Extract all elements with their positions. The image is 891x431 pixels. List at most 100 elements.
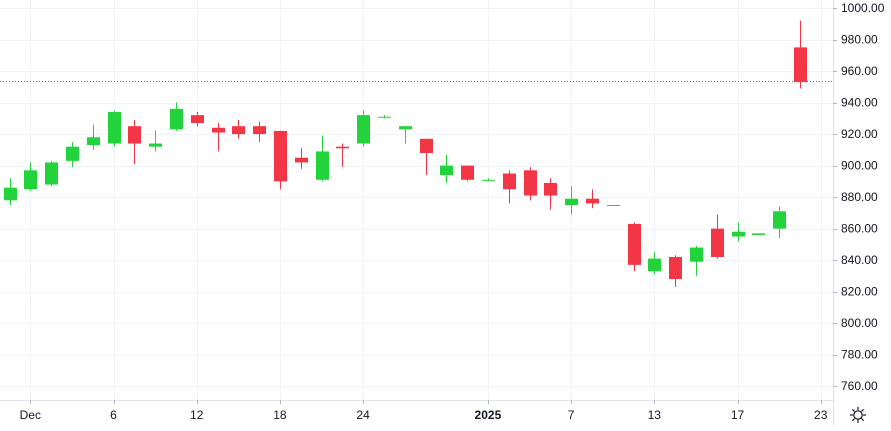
candle-body — [732, 231, 745, 237]
candle-body — [378, 116, 391, 118]
candle-down[interactable] — [212, 123, 225, 152]
candle-body — [752, 233, 765, 235]
candle-down[interactable] — [295, 148, 308, 169]
price-tick-label: 860.00 — [841, 222, 878, 236]
candle-body — [336, 146, 349, 149]
time-tick-label: 24 — [356, 408, 370, 422]
candle-up[interactable] — [773, 206, 786, 239]
candles — [4, 20, 807, 287]
time-tick-label: 18 — [273, 408, 287, 422]
candle-body — [669, 257, 682, 280]
candle-body — [87, 137, 100, 146]
candle-body — [711, 228, 724, 258]
candle-up[interactable] — [149, 130, 162, 152]
candle-down[interactable] — [232, 119, 245, 139]
candle-up[interactable] — [648, 252, 661, 275]
candle-body — [212, 127, 225, 133]
price-tick-label: 760.00 — [841, 379, 878, 393]
candle-body — [690, 247, 703, 262]
candle-down[interactable] — [253, 121, 266, 142]
candle-body — [628, 223, 641, 265]
time-tick-label: 12 — [190, 408, 204, 422]
candle-up[interactable] — [45, 160, 58, 187]
candle-body — [128, 126, 141, 144]
candle-body — [544, 182, 557, 196]
candle-body — [149, 143, 162, 147]
gear-icon — [849, 406, 867, 424]
grid — [0, 0, 833, 400]
candle-body — [24, 170, 37, 190]
candle-down[interactable] — [420, 138, 433, 176]
candle-down[interactable] — [524, 167, 537, 201]
price-tick-label: 880.00 — [841, 190, 878, 204]
candle-up[interactable] — [170, 102, 183, 131]
candle-up[interactable] — [87, 124, 100, 150]
candle-body — [4, 187, 17, 201]
candle-up[interactable] — [4, 178, 17, 205]
candle-down[interactable] — [628, 222, 641, 272]
time-tick-label: 23 — [814, 408, 828, 422]
candle-body — [274, 130, 287, 182]
candle-down[interactable] — [586, 189, 599, 209]
candle-body — [440, 165, 453, 176]
candle-up[interactable] — [108, 110, 121, 147]
candle-body — [607, 205, 620, 206]
candle-up[interactable] — [399, 126, 412, 144]
price-tick-label: 960.00 — [841, 64, 878, 78]
price-tick-label: 800.00 — [841, 316, 878, 330]
candle-up[interactable] — [607, 205, 620, 206]
candle-up[interactable] — [440, 154, 453, 183]
time-tick-label: 7 — [568, 408, 575, 422]
candle-body — [253, 126, 266, 135]
candle-up[interactable] — [378, 115, 391, 119]
candle-down[interactable] — [669, 255, 682, 287]
candle-body — [648, 258, 661, 272]
candle-body — [191, 115, 204, 124]
candle-down[interactable] — [128, 119, 141, 165]
candle-down[interactable] — [711, 214, 724, 259]
candle-down[interactable] — [503, 170, 516, 204]
candle-body — [773, 211, 786, 229]
candle-body — [66, 146, 79, 161]
candle-up[interactable] — [690, 245, 703, 276]
time-axis[interactable]: Dec 6 12 18 24 2025 7 13 17 23 — [0, 400, 833, 422]
price-tick-label: 820.00 — [841, 285, 878, 299]
price-tick-label: 780.00 — [841, 348, 878, 362]
price-tick-label: 1000.00 — [841, 1, 885, 15]
candle-down[interactable] — [794, 20, 807, 89]
candle-up[interactable] — [732, 222, 745, 242]
candle-down[interactable] — [274, 130, 287, 190]
candle-up[interactable] — [482, 178, 495, 182]
candle-up[interactable] — [565, 186, 578, 215]
candle-up[interactable] — [357, 110, 370, 147]
price-tick-label: 940.00 — [841, 96, 878, 110]
time-tick-label: 13 — [648, 408, 662, 422]
price-axis[interactable]: 760.00 780.00 800.00 820.00 840.00 860.00 880.… — [833, 0, 885, 426]
candle-body — [565, 198, 578, 205]
candle-body — [108, 112, 121, 144]
candle-body — [794, 47, 807, 83]
candle-down[interactable] — [336, 143, 349, 168]
candle-up[interactable] — [316, 135, 329, 182]
settings-button[interactable] — [846, 404, 870, 426]
candle-body — [399, 126, 412, 130]
candle-up[interactable] — [66, 141, 79, 168]
candle-body — [316, 151, 329, 180]
candle-body — [482, 179, 495, 181]
candle-down[interactable] — [461, 165, 474, 182]
time-tick-label: 2025 — [475, 408, 502, 422]
candle-body — [295, 157, 308, 163]
candle-body — [232, 126, 245, 135]
time-tick-label: 6 — [110, 408, 117, 422]
time-tick-label: 17 — [731, 408, 745, 422]
price-tick-label: 980.00 — [841, 33, 878, 47]
candle-up[interactable] — [24, 162, 37, 191]
time-tick-label: Dec — [20, 408, 41, 422]
price-tick-label: 840.00 — [841, 253, 878, 267]
candle-body — [170, 108, 183, 130]
candle-up[interactable] — [752, 233, 765, 235]
candle-down[interactable] — [191, 112, 204, 127]
candle-down[interactable] — [544, 178, 557, 210]
